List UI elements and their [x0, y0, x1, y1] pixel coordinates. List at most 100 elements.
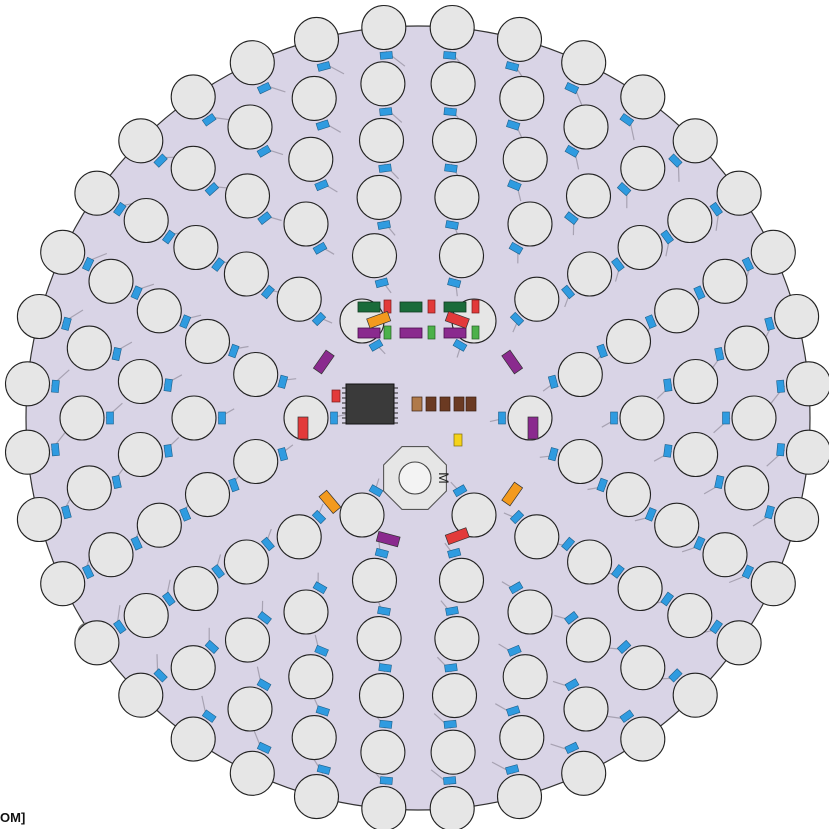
motor-shaft	[398, 461, 432, 495]
led	[40, 561, 86, 607]
led-pad	[693, 535, 706, 551]
led	[170, 74, 216, 120]
led-pad	[111, 347, 122, 361]
led-pad	[162, 591, 176, 607]
led-pad	[507, 644, 522, 657]
led-pad	[619, 709, 635, 723]
led-pad	[179, 314, 192, 329]
led	[360, 729, 406, 775]
led	[496, 16, 543, 62]
resistor	[527, 416, 539, 440]
led-pad	[564, 678, 580, 692]
led-pad	[507, 179, 522, 192]
led	[507, 201, 553, 247]
resistor	[297, 416, 309, 440]
led	[451, 492, 497, 538]
led-pad	[444, 663, 458, 673]
led-pad	[714, 475, 725, 489]
led	[557, 438, 603, 485]
led	[184, 472, 231, 518]
led-pad	[316, 764, 331, 775]
led-pad	[81, 256, 95, 272]
led-pad	[179, 507, 192, 522]
capacitor	[383, 325, 392, 340]
led	[361, 785, 407, 829]
resistor	[465, 396, 477, 412]
led-pad	[564, 611, 579, 625]
led	[223, 251, 269, 297]
led	[563, 104, 609, 150]
resistor	[501, 349, 524, 375]
led	[429, 4, 475, 51]
led-pad	[447, 547, 462, 559]
led-pad	[201, 113, 217, 127]
led	[88, 532, 134, 578]
led-pad	[505, 764, 520, 775]
led	[785, 361, 829, 407]
led-pad	[709, 619, 723, 635]
led-pad	[776, 379, 785, 393]
led-pad	[445, 220, 459, 230]
led-pad	[379, 719, 393, 729]
led	[667, 592, 713, 639]
led	[499, 75, 545, 121]
led-array	[4, 4, 829, 829]
led	[605, 318, 652, 364]
led-pad	[508, 581, 524, 595]
led	[123, 197, 169, 244]
led-pad	[611, 564, 625, 579]
chip-icon	[345, 383, 395, 425]
led-pad	[377, 220, 391, 230]
led	[431, 117, 478, 163]
led	[66, 325, 112, 371]
led-pad	[564, 741, 580, 755]
led	[502, 654, 548, 700]
led-pad	[111, 475, 122, 489]
led-pad	[447, 277, 462, 289]
led	[620, 716, 666, 762]
led	[276, 276, 322, 322]
led-pad	[81, 564, 95, 580]
led-pad	[508, 241, 524, 255]
led	[716, 170, 762, 216]
led	[620, 74, 666, 120]
led	[724, 325, 770, 371]
resistor	[501, 481, 524, 507]
led	[565, 617, 612, 663]
led-pad	[260, 284, 275, 300]
led	[502, 136, 548, 182]
led-pad	[506, 119, 521, 131]
resistor	[453, 396, 465, 412]
resistor	[444, 527, 470, 546]
led-pad	[277, 374, 289, 389]
led	[118, 118, 164, 164]
led	[233, 438, 279, 485]
led	[224, 173, 271, 219]
led-pad	[506, 705, 521, 717]
led-pad	[256, 678, 272, 692]
led-pad	[316, 61, 331, 72]
led	[227, 686, 273, 732]
led	[716, 620, 762, 666]
led	[567, 539, 613, 585]
led	[605, 472, 652, 518]
resistor	[357, 327, 381, 339]
led	[118, 672, 164, 718]
led	[117, 358, 163, 405]
led	[223, 539, 269, 585]
led-pad	[378, 163, 392, 173]
led-pad	[61, 505, 72, 520]
led	[117, 431, 163, 478]
led	[136, 502, 182, 548]
led	[173, 224, 219, 271]
led-pad	[374, 547, 389, 559]
led	[276, 514, 322, 560]
led-pad	[277, 447, 289, 462]
led	[654, 502, 700, 548]
led-pad	[498, 411, 506, 425]
resistor	[375, 530, 401, 548]
led-pad	[311, 311, 327, 327]
led	[750, 561, 796, 607]
led	[59, 395, 105, 441]
led-pad	[505, 61, 520, 72]
